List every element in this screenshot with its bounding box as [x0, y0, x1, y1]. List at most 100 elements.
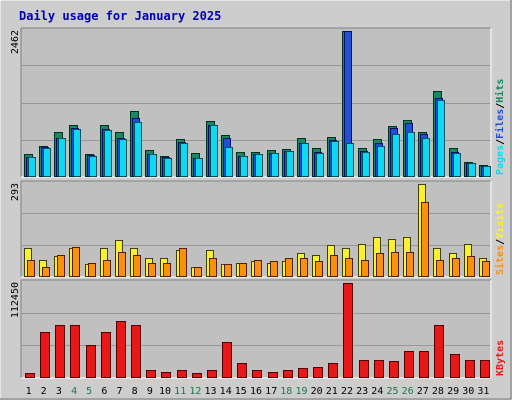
- legend-files: Files: [494, 109, 506, 139]
- bar-pages-25: [392, 134, 400, 177]
- bar-kbytes-19: [298, 368, 308, 378]
- bar-sites-25: [391, 252, 399, 277]
- bar-kbytes-27: [419, 351, 429, 378]
- bar-sites-23: [361, 260, 369, 277]
- bar-pages-14: [225, 147, 233, 177]
- panel-kbytes: 112450 KBytes: [10, 279, 506, 379]
- day-label-23: 23: [356, 386, 368, 397]
- bar-sites-11: [179, 248, 187, 277]
- day-label-9: 9: [147, 386, 153, 397]
- day-label-20: 20: [311, 386, 323, 397]
- bar-pages-16: [255, 154, 263, 177]
- bar-kbytes-10: [161, 372, 171, 378]
- bar-sites-7: [118, 252, 126, 277]
- day-label-4: 4: [71, 386, 77, 397]
- legend-separator: /: [495, 239, 506, 245]
- y-max-label: 112450: [10, 282, 21, 318]
- day-label-28: 28: [432, 386, 444, 397]
- bar-pages-19: [301, 143, 309, 177]
- bar-sites-19: [300, 258, 308, 277]
- bar-kbytes-22: [343, 283, 353, 378]
- bar-sites-15: [239, 263, 247, 277]
- bar-kbytes-28: [434, 325, 444, 378]
- bar-kbytes-16: [252, 370, 262, 378]
- bar-kbytes-8: [131, 325, 141, 378]
- bar-sites-28: [436, 260, 444, 277]
- legend-separator: /: [495, 103, 506, 109]
- bar-pages-11: [180, 143, 188, 177]
- bar-sites-6: [103, 260, 111, 277]
- day-labels: 1 2 3 4 5 6 7 8 9 10 11 12 13 14 15 16 17 18 19 20 21 22 23 24 2…: [26, 386, 490, 397]
- day-label-3: 3: [56, 386, 62, 397]
- chart-title: Daily usage for January 2025: [19, 9, 221, 23]
- day-label-15: 15: [235, 386, 247, 397]
- bar-sites-1: [27, 260, 35, 277]
- day-label-10: 10: [159, 386, 171, 397]
- bar-sites-18: [285, 258, 293, 277]
- bar-kbytes-20: [313, 367, 323, 378]
- bar-kbytes-29: [450, 354, 460, 378]
- bar-pages-21: [331, 141, 339, 177]
- day-label-8: 8: [132, 386, 138, 397]
- day-label-22: 22: [341, 386, 353, 397]
- day-label-11: 11: [174, 386, 186, 397]
- bar-pages-22: [346, 143, 354, 177]
- y-max-label: 293: [10, 183, 21, 201]
- bar-sites-10: [163, 263, 171, 277]
- bar-kbytes-7: [116, 321, 126, 378]
- bar-sites-3: [57, 255, 65, 277]
- bar-sites-14: [224, 264, 232, 277]
- bar-kbytes-2: [40, 332, 50, 378]
- bar-pages-17: [271, 153, 279, 177]
- bar-pages-23: [362, 152, 370, 177]
- bar-pages-1: [28, 157, 36, 177]
- bar-sites-5: [88, 263, 96, 277]
- day-label-30: 30: [462, 386, 474, 397]
- bar-pages-3: [58, 138, 66, 177]
- bar-kbytes-15: [237, 363, 247, 378]
- bar-pages-13: [210, 125, 218, 177]
- day-label-18: 18: [280, 386, 292, 397]
- legend-kbytes: KBytes: [495, 340, 506, 376]
- day-label-5: 5: [86, 386, 92, 397]
- bar-kbytes-3: [55, 325, 65, 378]
- day-label-14: 14: [220, 386, 232, 397]
- bar-kbytes-5: [86, 345, 96, 378]
- bar-pages-30: [468, 163, 476, 177]
- legend-hits: Hits: [494, 79, 506, 103]
- bar-pages-20: [316, 153, 324, 177]
- bar-kbytes-26: [404, 351, 414, 378]
- day-label-21: 21: [326, 386, 338, 397]
- bar-sites-8: [133, 255, 141, 277]
- bar-kbytes-23: [359, 360, 369, 378]
- bar-sites-30: [467, 256, 475, 277]
- bar-kbytes-31: [480, 360, 490, 378]
- day-label-13: 13: [204, 386, 216, 397]
- bar-sites-13: [209, 258, 217, 277]
- bar-kbytes-4: [70, 325, 80, 378]
- bar-kbytes-9: [146, 370, 156, 378]
- bar-kbytes-17: [268, 372, 278, 378]
- bar-pages-8: [134, 122, 142, 177]
- bar-kbytes-30: [465, 360, 475, 378]
- bar-sites-16: [254, 260, 262, 277]
- day-label-17: 17: [265, 386, 277, 397]
- bar-pages-2: [43, 148, 51, 177]
- bar-sites-24: [376, 253, 384, 277]
- bar-sites-26: [406, 252, 414, 277]
- bar-pages-27: [422, 138, 430, 177]
- legend-visits: Visits: [494, 203, 506, 239]
- day-label-1: 1: [26, 386, 32, 397]
- bar-sites-20: [315, 261, 323, 277]
- bar-pages-28: [437, 100, 445, 177]
- legend-sites: Sites: [494, 245, 506, 275]
- bar-pages-5: [89, 156, 97, 177]
- day-label-7: 7: [116, 386, 122, 397]
- bar-sites-12: [194, 267, 202, 277]
- bar-sites-21: [330, 255, 338, 277]
- bar-sites-2: [42, 267, 50, 277]
- panels-layer: 2462Pages/Files/Hits293Sites/Visits11245…: [10, 27, 506, 379]
